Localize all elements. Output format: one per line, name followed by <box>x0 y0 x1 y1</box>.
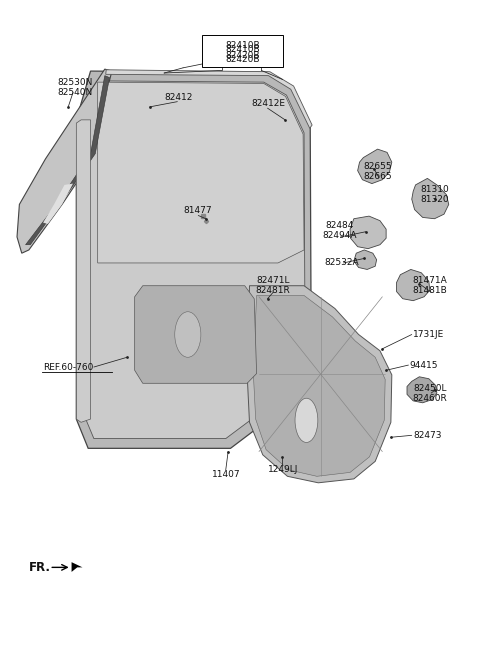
Polygon shape <box>17 69 112 253</box>
Polygon shape <box>76 120 91 422</box>
Text: 82530N
82540N: 82530N 82540N <box>57 78 93 97</box>
FancyBboxPatch shape <box>202 35 283 66</box>
Text: 82655
82665: 82655 82665 <box>363 163 392 182</box>
Polygon shape <box>396 270 430 300</box>
Text: 11407: 11407 <box>212 470 240 479</box>
Polygon shape <box>83 81 305 439</box>
Polygon shape <box>350 216 386 249</box>
Polygon shape <box>106 70 312 129</box>
Text: 81477: 81477 <box>183 207 212 215</box>
Text: 82484
82494A: 82484 82494A <box>323 221 357 240</box>
Polygon shape <box>253 295 385 476</box>
Polygon shape <box>76 71 311 448</box>
Text: 82532A: 82532A <box>324 258 360 268</box>
Polygon shape <box>354 250 377 270</box>
Polygon shape <box>72 562 83 572</box>
Text: 82412: 82412 <box>164 92 192 102</box>
Text: 94415: 94415 <box>409 361 438 369</box>
Text: REF.60-760: REF.60-760 <box>43 363 94 371</box>
Text: 82473: 82473 <box>413 431 442 440</box>
Text: 82410B
82420B: 82410B 82420B <box>225 45 260 64</box>
Text: 1731JE: 1731JE <box>413 330 444 339</box>
Text: 82412E: 82412E <box>252 99 286 108</box>
Polygon shape <box>407 377 437 403</box>
Polygon shape <box>25 75 109 245</box>
Polygon shape <box>135 286 257 383</box>
Polygon shape <box>412 178 449 218</box>
Polygon shape <box>43 184 73 224</box>
Text: 82450L
82460R: 82450L 82460R <box>412 384 447 403</box>
Polygon shape <box>97 82 304 263</box>
Text: 82471L
82481R: 82471L 82481R <box>256 276 290 295</box>
Text: 81471A
81481B: 81471A 81481B <box>412 276 447 295</box>
Text: 1249LJ: 1249LJ <box>267 464 298 474</box>
Text: 81310
81320: 81310 81320 <box>420 185 449 204</box>
Text: FR.: FR. <box>29 561 51 574</box>
Polygon shape <box>247 286 392 483</box>
Text: 82410B
82420B: 82410B 82420B <box>225 41 260 60</box>
Polygon shape <box>358 149 392 184</box>
Ellipse shape <box>295 398 318 443</box>
Ellipse shape <box>175 312 201 358</box>
